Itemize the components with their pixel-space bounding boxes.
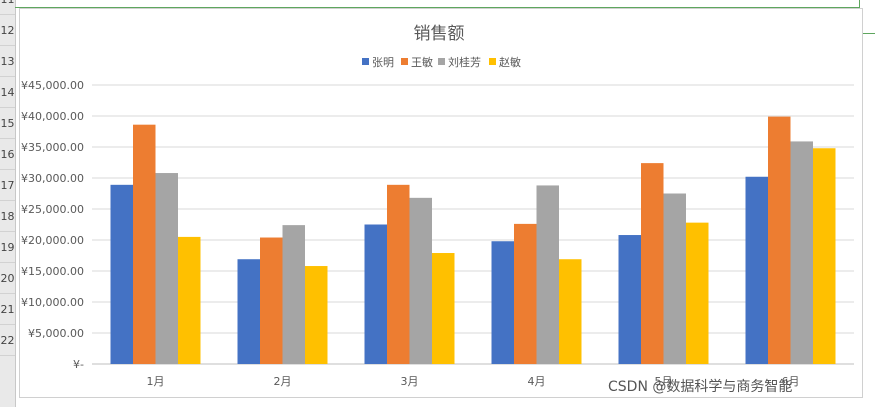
x-tick-label: 5月 bbox=[655, 375, 673, 388]
bar bbox=[559, 259, 582, 364]
sales-bar-chart[interactable]: 销售额 张明 王敏 刘桂芳 赵敏 ¥- ¥5,000.00 ¥10,000.00 ¥15,0… bbox=[20, 9, 862, 397]
y-axis-ticks: ¥- ¥5,000.00 ¥10,000.00 ¥15,000.00 ¥20,000.0… bbox=[21, 79, 84, 371]
row-number[interactable]: 13 bbox=[0, 46, 15, 77]
legend-swatch bbox=[362, 58, 369, 65]
watermark-text: CSDN @数据科学与商务智能 bbox=[608, 379, 793, 395]
legend-label: 刘桂芳 bbox=[448, 55, 481, 69]
row-number[interactable]: 11 bbox=[0, 0, 15, 15]
bar bbox=[491, 241, 514, 364]
row-number[interactable]: 19 bbox=[0, 232, 15, 263]
legend-label: 王敏 bbox=[411, 55, 433, 69]
bar bbox=[790, 141, 813, 364]
bar bbox=[237, 259, 260, 364]
bar bbox=[387, 184, 410, 364]
chart-bars bbox=[110, 116, 836, 365]
legend-swatch bbox=[489, 58, 496, 65]
legend-label: 赵敏 bbox=[499, 55, 521, 69]
row-number[interactable]: 21 bbox=[0, 294, 15, 325]
legend-swatch bbox=[401, 58, 408, 65]
bar bbox=[133, 124, 156, 365]
bar bbox=[768, 116, 791, 365]
bar bbox=[618, 235, 641, 364]
y-tick-label: ¥30,000.00 bbox=[21, 172, 84, 185]
chart-container[interactable]: 销售额 张明 王敏 刘桂芳 赵敏 ¥- ¥5,000.00 ¥10,000.00 ¥15,0… bbox=[19, 8, 863, 398]
y-tick-label: ¥20,000.00 bbox=[21, 234, 84, 247]
bar bbox=[178, 236, 201, 364]
chart-gridlines bbox=[92, 84, 854, 365]
bar bbox=[409, 197, 432, 364]
y-tick-label: ¥15,000.00 bbox=[21, 265, 84, 278]
bar bbox=[686, 222, 709, 364]
row-number[interactable]: 22 bbox=[0, 325, 15, 356]
row-number[interactable]: 17 bbox=[0, 170, 15, 201]
bar bbox=[641, 163, 664, 364]
x-tick-label: 4月 bbox=[528, 375, 546, 388]
bar bbox=[514, 223, 537, 364]
y-tick-label: ¥25,000.00 bbox=[21, 203, 84, 216]
bar bbox=[260, 237, 283, 364]
chart-legend: 张明 王敏 刘桂芳 赵敏 bbox=[362, 55, 521, 69]
row-number[interactable]: 15 bbox=[0, 108, 15, 139]
chart-title: 销售额 bbox=[414, 24, 465, 44]
bar bbox=[813, 148, 836, 364]
legend-swatch bbox=[438, 58, 445, 65]
x-axis-ticks: 1月 2月 3月 4月 5月 6月 bbox=[147, 375, 800, 388]
row-number[interactable]: 20 bbox=[0, 263, 15, 294]
bar bbox=[282, 225, 305, 364]
y-tick-label: ¥35,000.00 bbox=[21, 141, 84, 154]
row-number[interactable]: 16 bbox=[0, 139, 15, 170]
y-tick-label: ¥40,000.00 bbox=[21, 110, 84, 123]
row-number[interactable]: 12 bbox=[0, 15, 15, 46]
bar bbox=[536, 185, 559, 364]
bar bbox=[745, 176, 768, 364]
row-number[interactable]: 18 bbox=[0, 201, 15, 232]
y-tick-label: ¥- bbox=[73, 358, 84, 371]
x-tick-label: 2月 bbox=[274, 375, 292, 388]
bar bbox=[305, 266, 328, 364]
x-tick-label: 1月 bbox=[147, 375, 165, 388]
x-tick-label: 6月 bbox=[782, 375, 800, 388]
legend-label: 张明 bbox=[372, 56, 394, 69]
row-number[interactable]: 14 bbox=[0, 77, 15, 108]
bar bbox=[155, 173, 178, 364]
bar bbox=[432, 253, 455, 364]
x-tick-label: 3月 bbox=[401, 375, 419, 388]
bar bbox=[110, 184, 133, 364]
row-header-column: 111213141516171819202122 bbox=[0, 0, 16, 407]
bar bbox=[663, 193, 686, 364]
y-tick-label: ¥10,000.00 bbox=[21, 296, 84, 309]
selected-cell-border bbox=[15, 0, 860, 8]
y-tick-label: ¥45,000.00 bbox=[21, 79, 84, 92]
y-tick-label: ¥5,000.00 bbox=[28, 327, 84, 340]
selected-cell-border-edge bbox=[862, 33, 875, 34]
bar bbox=[364, 224, 387, 364]
